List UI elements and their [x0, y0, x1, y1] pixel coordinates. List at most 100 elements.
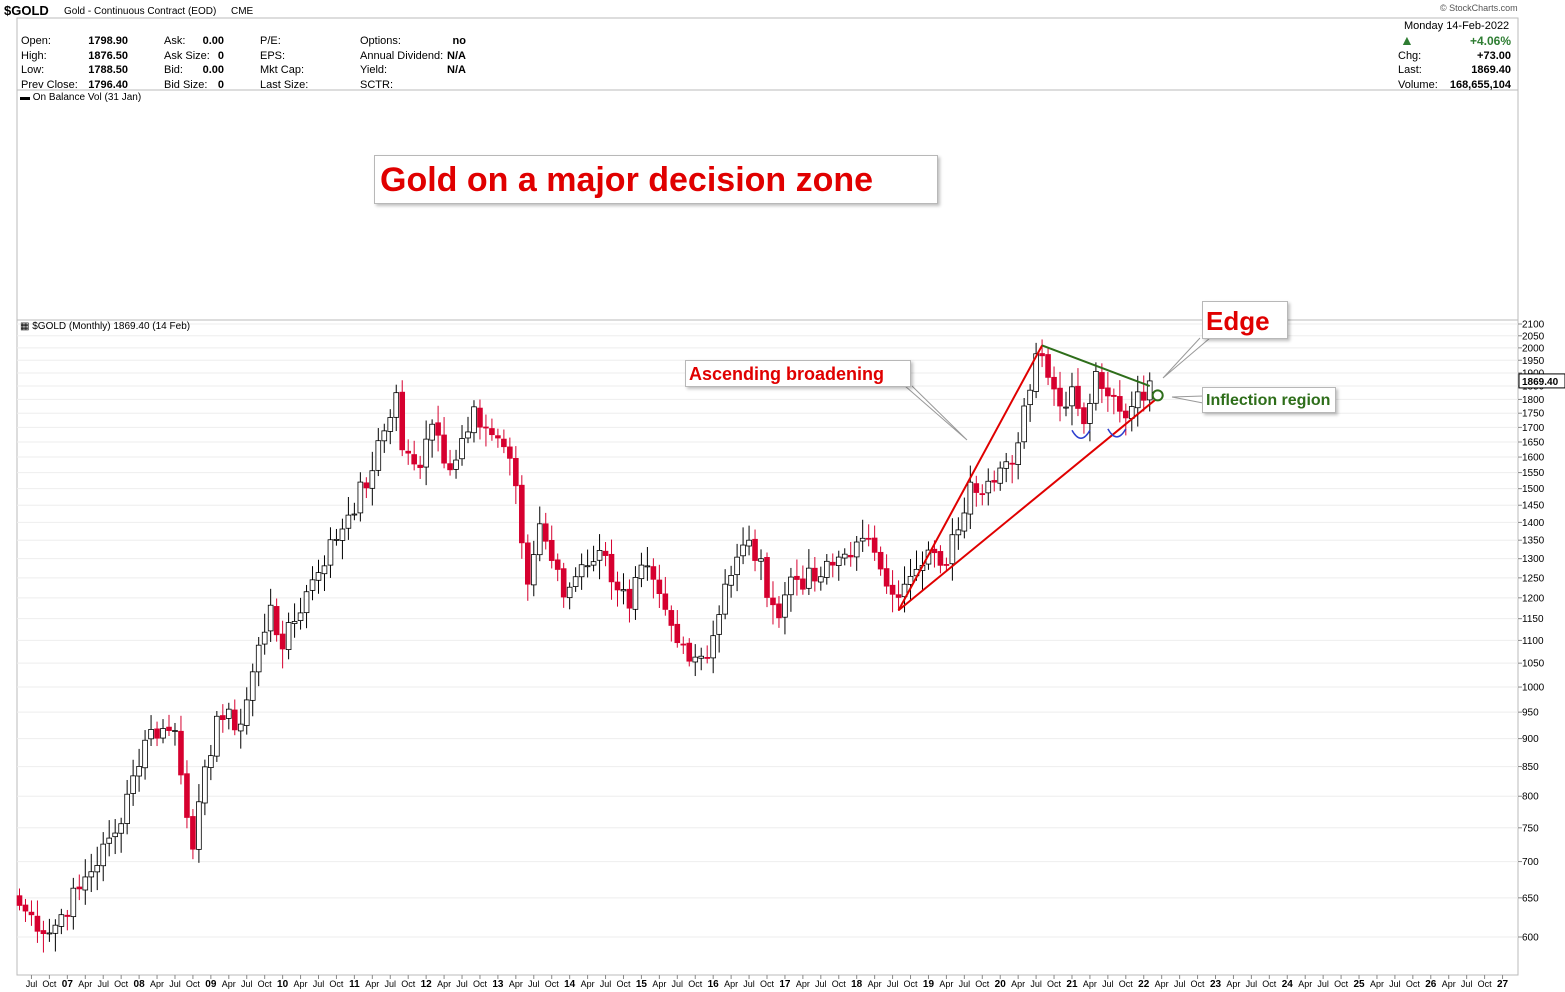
candle [835, 550, 842, 581]
candle-body [1081, 407, 1087, 425]
candle [40, 920, 47, 953]
candle-body [674, 623, 681, 644]
x-month-label: Jul [97, 979, 109, 989]
x-month-label: Oct [329, 979, 344, 989]
quote-stat-label: Chg: [1398, 49, 1422, 62]
y-tick-label: 2050 [1522, 331, 1545, 342]
candle [190, 809, 196, 860]
candle [1099, 363, 1105, 404]
candle-body [393, 392, 400, 418]
candle-body [865, 537, 872, 540]
candle-body [202, 766, 208, 804]
candle-body [692, 656, 699, 663]
candle [381, 423, 388, 453]
candle [1033, 342, 1039, 399]
candle [208, 744, 214, 781]
candle-body [273, 606, 280, 636]
candle [1075, 368, 1081, 417]
candle-body [1087, 403, 1093, 424]
x-month-label: Apr [1370, 979, 1384, 989]
candle [889, 570, 896, 613]
candle-body [704, 657, 710, 659]
candle [483, 414, 489, 447]
candle [477, 399, 483, 440]
candle-body [309, 579, 316, 591]
candle [895, 580, 902, 611]
inflection-pointer [1171, 395, 1204, 404]
y-tick-label: 1550 [1522, 468, 1545, 479]
x-month-label: Oct [904, 979, 919, 989]
x-month-label: Apr [581, 979, 595, 989]
candle [859, 519, 866, 552]
candle [770, 581, 776, 625]
candle-body [1063, 406, 1069, 409]
stat-label: Ask: [164, 35, 186, 47]
candle [16, 888, 23, 911]
cup-arc [1107, 428, 1127, 438]
y-tick-label: 950 [1522, 708, 1539, 719]
candle [572, 567, 579, 592]
candle [309, 566, 316, 601]
stat-value: 0.00 [202, 64, 224, 76]
x-year-label: 25 [1353, 979, 1365, 990]
candle-body [841, 553, 848, 559]
candle-body [279, 633, 286, 650]
candle-body [333, 538, 340, 541]
candle-body [429, 423, 435, 441]
edge-callout: Edge [1202, 301, 1288, 339]
symbol-description: Gold - Continuous Contract (EOD) [64, 6, 217, 17]
candle-body [297, 612, 304, 621]
candle-body [853, 541, 860, 558]
candle-body [901, 583, 908, 598]
candle-body [752, 538, 758, 561]
candle [495, 428, 501, 448]
candle-body [142, 739, 148, 769]
inflection-text: Inflection region [1206, 392, 1331, 409]
candle [411, 440, 417, 471]
y-tick-label: 700 [1522, 857, 1539, 868]
candle [423, 420, 429, 486]
candle [333, 528, 340, 546]
candle-body [997, 467, 1004, 484]
candle-body [243, 699, 250, 726]
candle [704, 645, 710, 664]
edge-pointer [1162, 337, 1211, 379]
x-year-label: 21 [1066, 979, 1078, 990]
candle-body [154, 728, 160, 739]
ascending-callout: Ascending broadening [685, 360, 911, 387]
x-month-label: Jul [815, 979, 827, 989]
x-month-label: Apr [1155, 979, 1169, 989]
candle [794, 559, 800, 596]
x-month-label: Oct [1334, 979, 1349, 989]
y-tick-label: 1500 [1522, 484, 1545, 495]
quote-stat-value: +73.00 [1477, 49, 1511, 62]
stat-value: N/A [447, 64, 466, 76]
candle [829, 553, 836, 578]
candle [525, 534, 531, 601]
candle-body [465, 431, 471, 439]
x-month-label: Oct [1262, 979, 1277, 989]
candle-body [255, 644, 262, 673]
candle [871, 525, 878, 561]
stat-label: Options: [360, 35, 401, 47]
x-month-label: Oct [258, 979, 273, 989]
candle [560, 562, 567, 608]
candle-body [788, 576, 794, 596]
x-year-label: 12 [421, 979, 433, 990]
candle [501, 429, 507, 454]
x-month-label: Jul [26, 979, 38, 989]
candle [632, 566, 639, 620]
candle [76, 874, 83, 901]
candle [172, 722, 178, 746]
candle [698, 647, 705, 671]
candle-body [764, 557, 770, 598]
x-month-label: Apr [78, 979, 92, 989]
x-month-label: Jul [169, 979, 181, 989]
x-year-label: 23 [1210, 979, 1222, 990]
candle [285, 612, 292, 660]
y-tick-label: 1000 [1522, 683, 1545, 694]
candle [764, 552, 770, 608]
candle [638, 552, 645, 588]
stat-value: 0 [217, 49, 224, 62]
candle [716, 605, 722, 653]
